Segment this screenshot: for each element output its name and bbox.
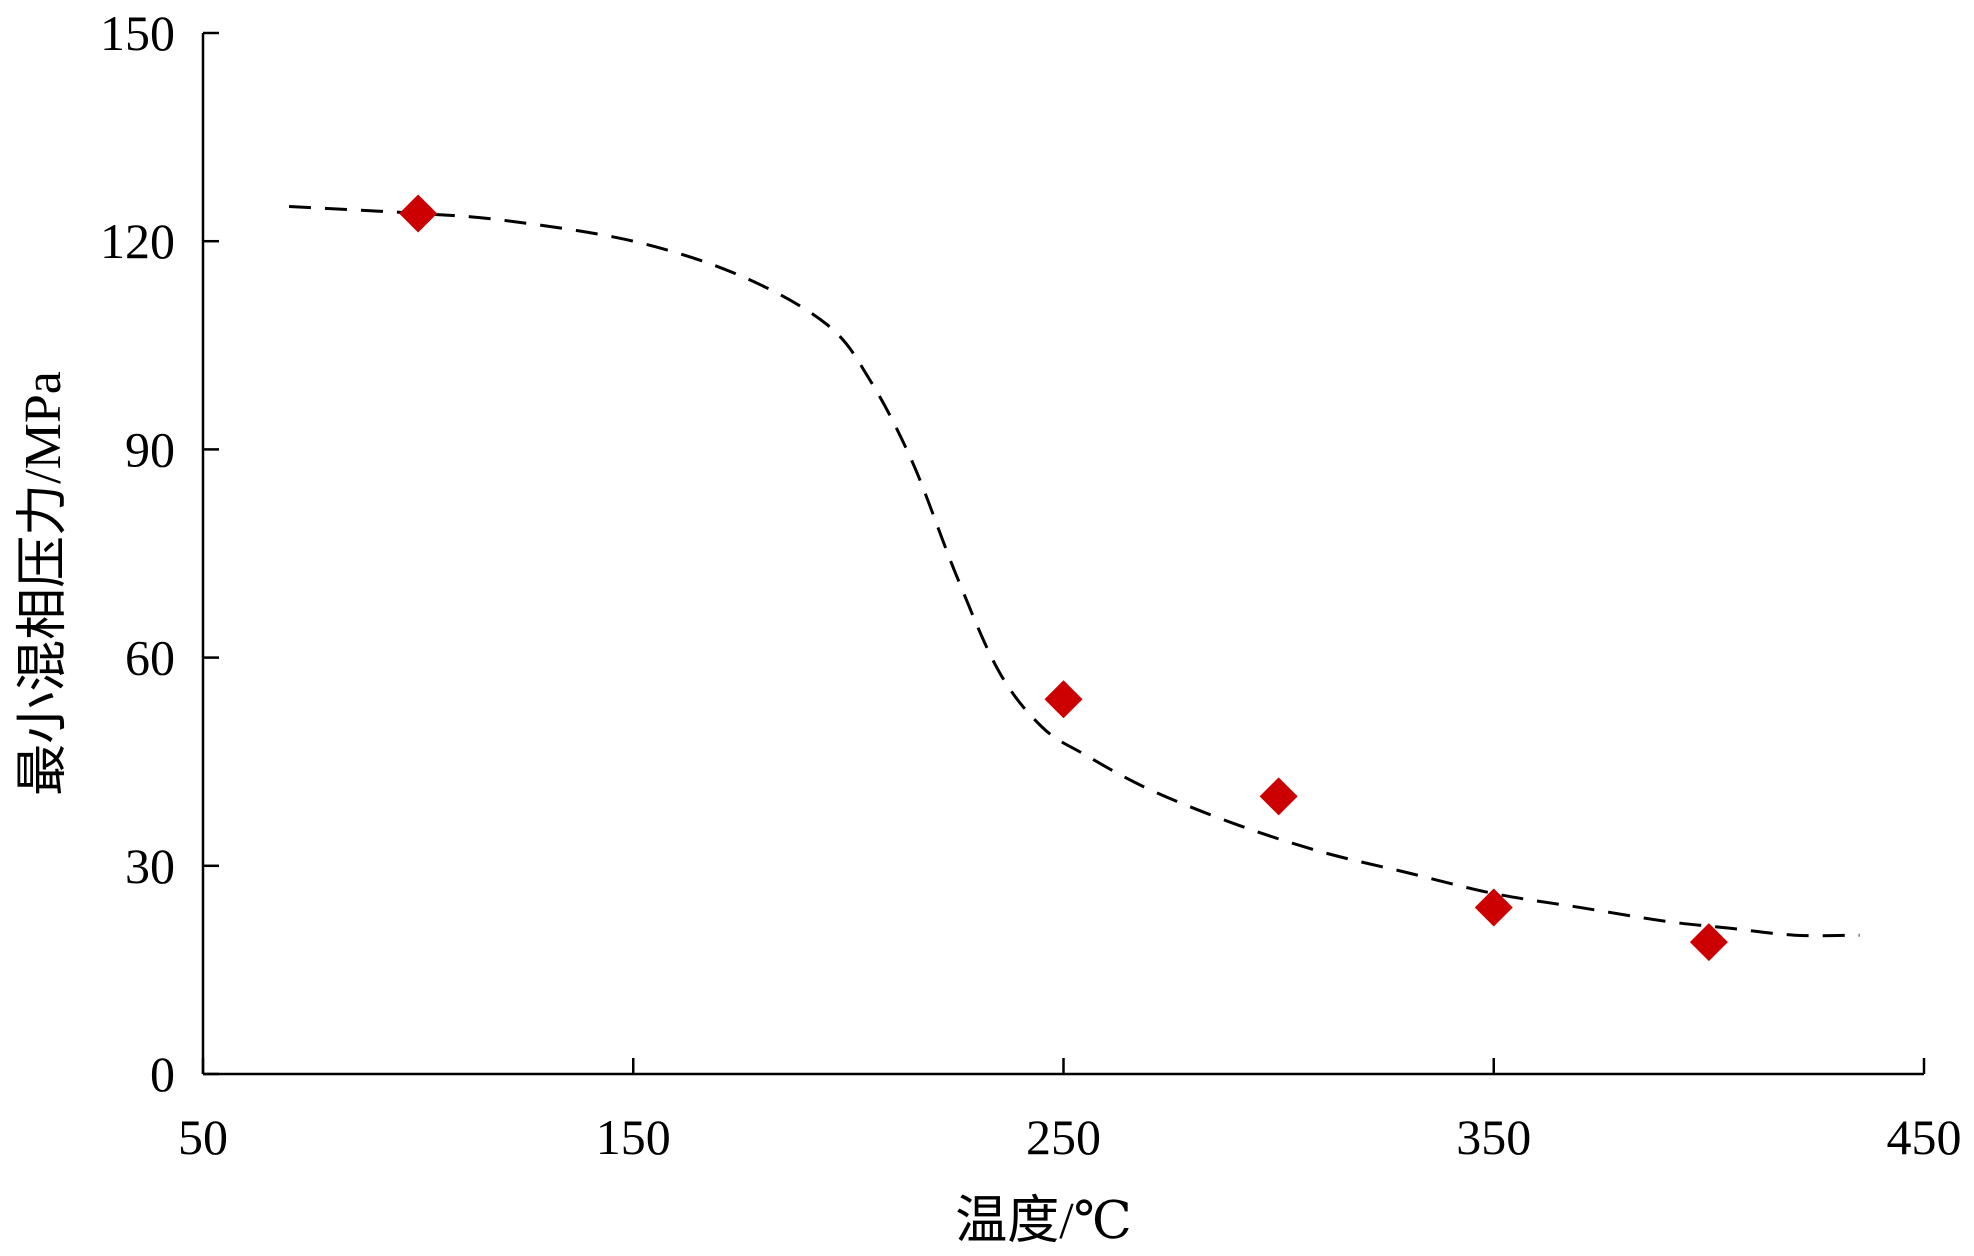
- y-tick-label: 90: [125, 421, 175, 477]
- x-axis-title: 温度/℃: [955, 1193, 1132, 1250]
- x-tick-label: 450: [1887, 1109, 1962, 1165]
- y-axis-title: 最小混相压力/MPa: [15, 371, 72, 796]
- data-points: [399, 194, 1728, 962]
- x-tick-label: 250: [1026, 1109, 1101, 1165]
- data-point: [1044, 680, 1083, 719]
- x-ticks: 50 150 250 350 450: [178, 1058, 1962, 1165]
- y-tick-label: 60: [125, 630, 175, 686]
- data-point: [399, 194, 438, 233]
- y-tick-label: 120: [100, 213, 175, 269]
- data-point: [1689, 923, 1728, 962]
- y-ticks: 0 30 60 90 120 150: [100, 5, 219, 1102]
- data-point: [1259, 777, 1298, 816]
- y-tick-label: 30: [125, 838, 175, 894]
- fit-line: [288, 205, 1860, 938]
- axes: 50 150 250 350 450 0 30 60 90 120 150: [100, 5, 1962, 1165]
- y-tick-label: 0: [150, 1046, 175, 1102]
- x-tick-label: 50: [178, 1109, 228, 1165]
- data-point: [1474, 888, 1513, 927]
- x-tick-label: 350: [1456, 1109, 1531, 1165]
- x-tick-label: 150: [596, 1109, 671, 1165]
- y-tick-label: 150: [100, 5, 175, 61]
